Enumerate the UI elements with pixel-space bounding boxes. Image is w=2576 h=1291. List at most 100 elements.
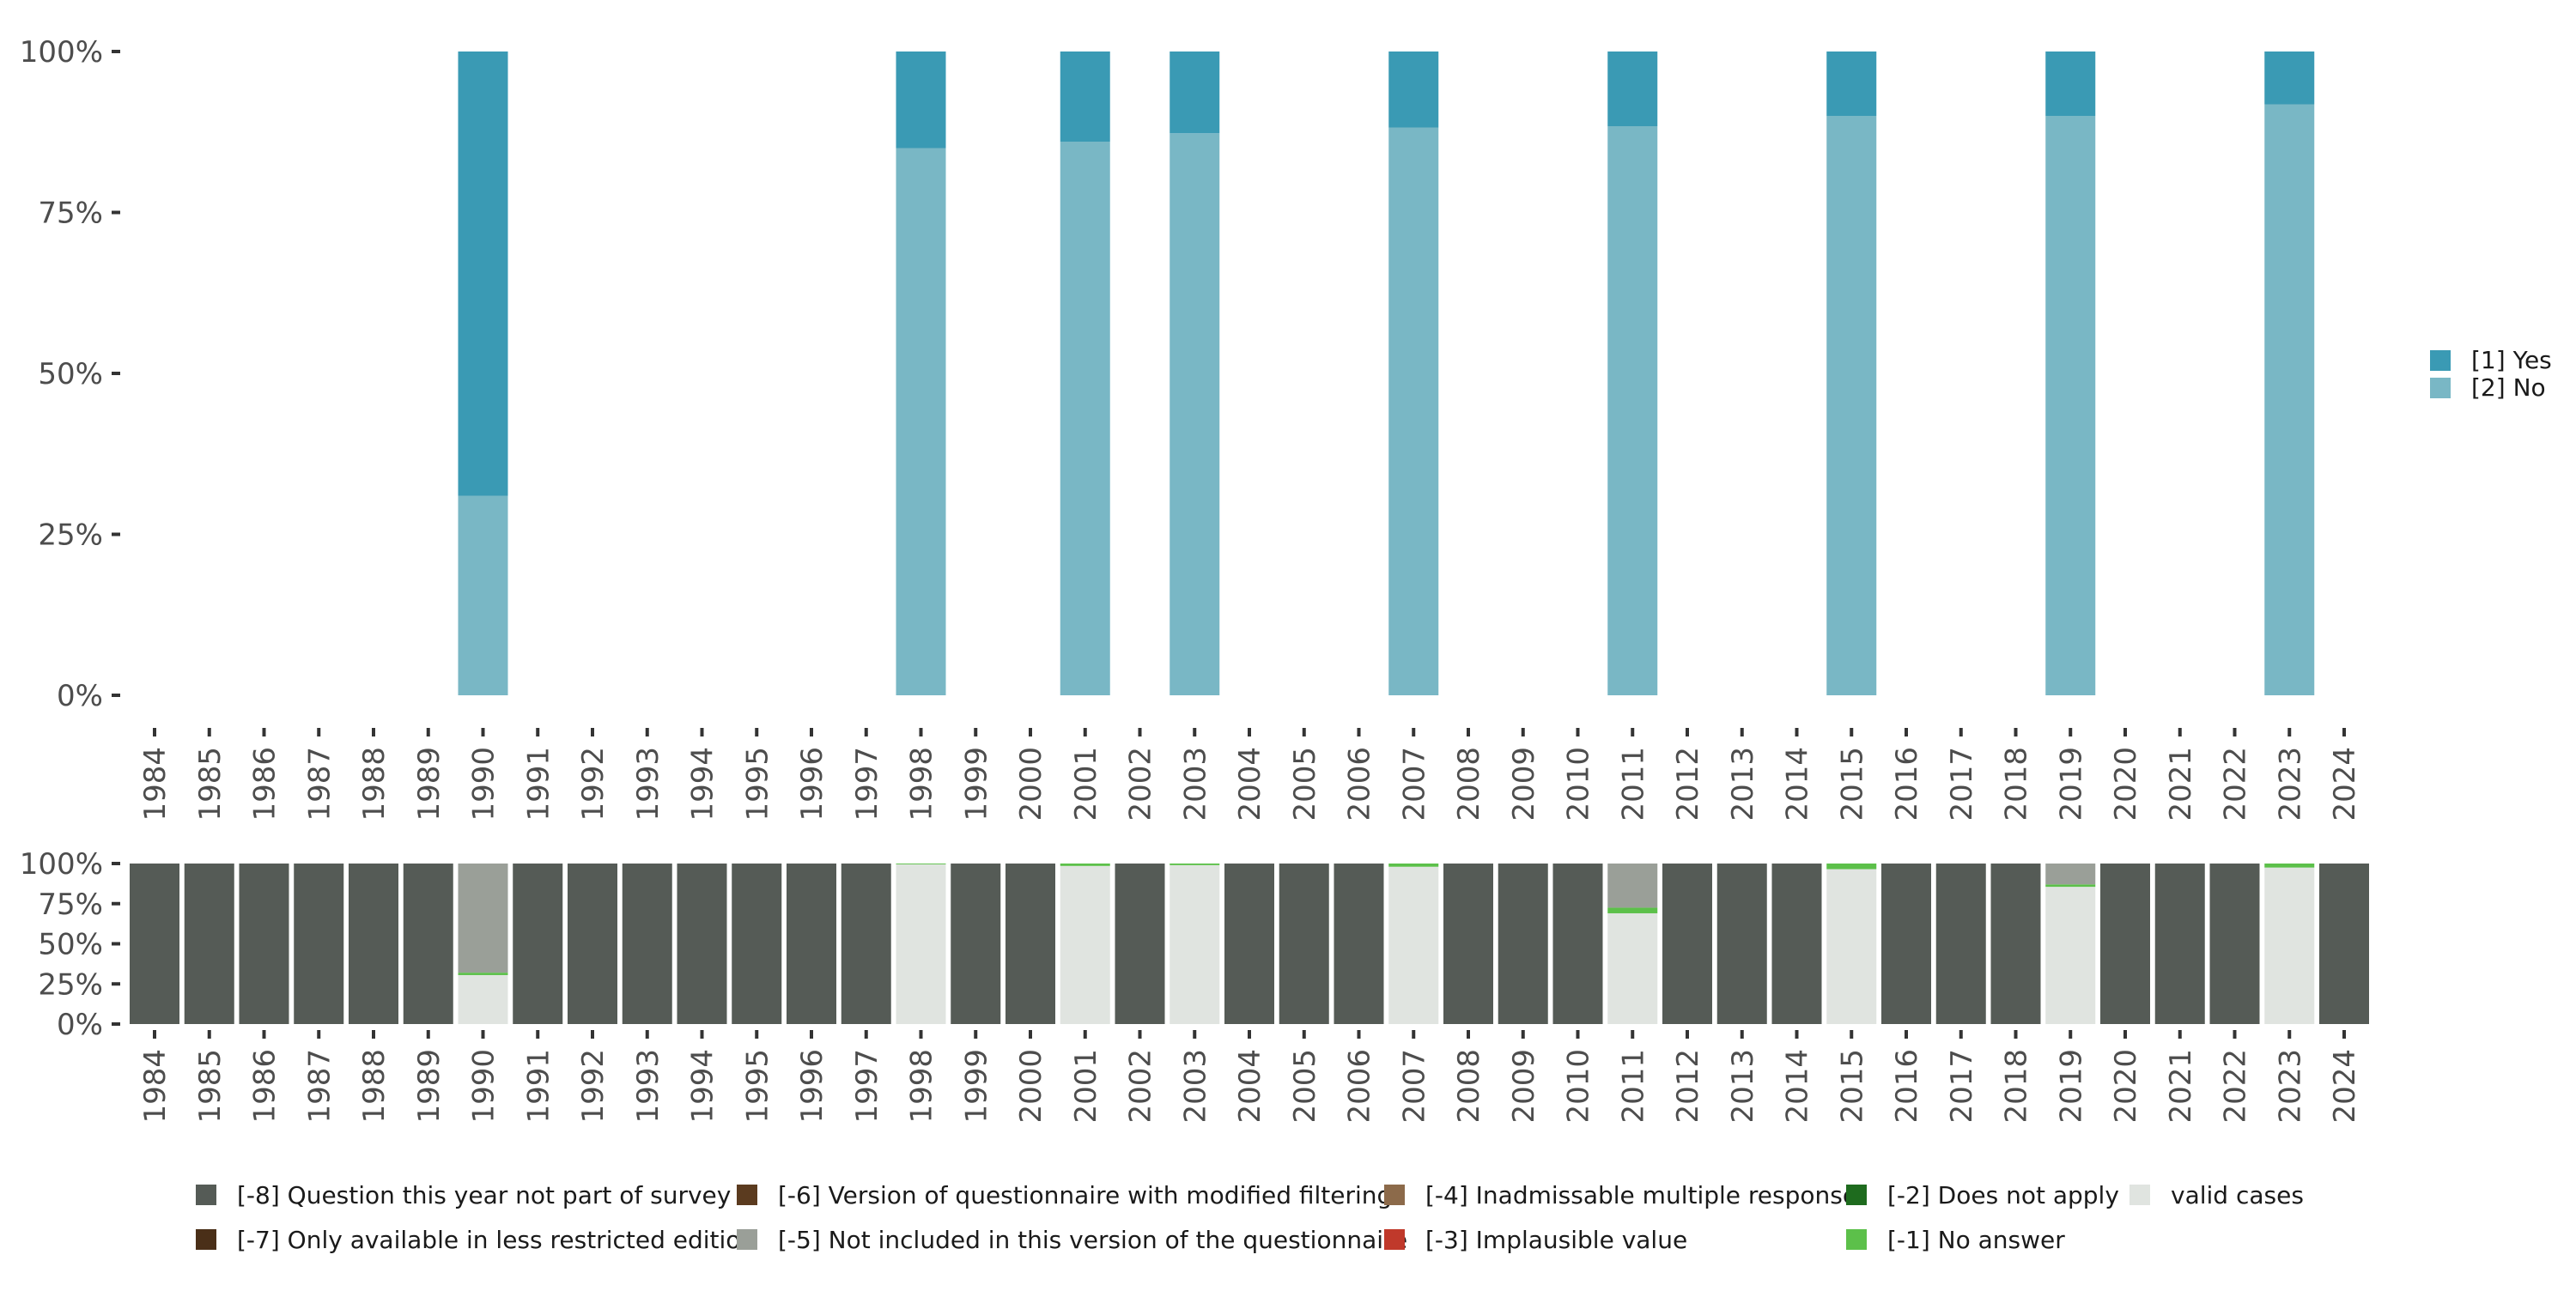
bar-no-1990 xyxy=(458,495,508,695)
legend-swatch-m8 xyxy=(196,1185,216,1205)
x-tick-label: 2009 xyxy=(1507,1049,1541,1124)
bar-m8-2009 xyxy=(1498,864,1548,1024)
bar-m1-2015 xyxy=(1826,864,1877,870)
x-tick-label: 2023 xyxy=(2273,1049,2307,1124)
x-tick-label: 1984 xyxy=(138,1049,173,1124)
legend-label-valid: valid cases xyxy=(2171,1181,2304,1209)
bar-valid-2003 xyxy=(1170,864,1220,1024)
x-tick-label: 1993 xyxy=(631,1049,665,1124)
bar-m5-2019 xyxy=(2045,864,2096,885)
y-tick-label: 100% xyxy=(20,847,103,882)
bar-yes-2023 xyxy=(2264,52,2315,105)
x-tick-label: 1999 xyxy=(959,747,993,821)
y-tick-label: 50% xyxy=(38,928,103,962)
bar-m8-1997 xyxy=(841,864,891,1024)
legend-swatch-m2 xyxy=(1846,1185,1867,1205)
bar-m8-2010 xyxy=(1552,864,1603,1024)
x-tick-label: 1990 xyxy=(467,747,501,821)
x-tick-label: 2011 xyxy=(1616,747,1650,821)
x-tick-label: 1993 xyxy=(631,747,665,821)
x-tick-label: 2007 xyxy=(1397,1049,1431,1124)
legend-swatch-m4 xyxy=(1384,1185,1405,1205)
x-tick-label: 1994 xyxy=(686,747,720,821)
x-tick-label: 2003 xyxy=(1178,747,1212,821)
x-tick-label: 2016 xyxy=(1890,1049,1924,1124)
bar-yes-2007 xyxy=(1388,52,1439,128)
legend-label-m3: [-3] Implausible value xyxy=(1425,1226,1687,1254)
legend-label-m4: [-4] Inadmissable multiple response xyxy=(1425,1181,1857,1209)
x-tick-label: 2013 xyxy=(1726,1049,1760,1124)
x-tick-label: 2021 xyxy=(2164,1049,2198,1124)
bar-yes-1998 xyxy=(896,52,946,148)
x-tick-label: 1991 xyxy=(521,1049,556,1124)
x-tick-label: 2021 xyxy=(2164,747,2198,821)
bar-valid-1998 xyxy=(896,864,946,1024)
x-tick-label: 2022 xyxy=(2219,747,2253,821)
bar-no-2007 xyxy=(1388,127,1439,695)
bar-m8-2000 xyxy=(1005,864,1055,1024)
bar-m8-1993 xyxy=(622,864,672,1024)
legend-label-m1: [-1] No answer xyxy=(1887,1226,2065,1254)
x-tick-label: 2010 xyxy=(1562,747,1596,821)
x-tick-label: 2004 xyxy=(1233,747,1267,821)
bar-no-1998 xyxy=(896,148,946,695)
bar-yes-2019 xyxy=(2045,52,2096,116)
x-tick-label: 2007 xyxy=(1397,747,1431,821)
legend-swatch-yes xyxy=(2430,350,2451,371)
bar-m1-2011 xyxy=(1607,907,1658,913)
x-tick-label: 1989 xyxy=(412,1049,447,1124)
y-tick-label: 100% xyxy=(20,35,103,70)
x-tick-label: 1995 xyxy=(740,1049,775,1124)
x-tick-label: 1999 xyxy=(959,1049,993,1124)
bar-yes-2001 xyxy=(1060,52,1110,142)
bar-no-2015 xyxy=(1826,116,1877,695)
bar-m8-1995 xyxy=(732,864,782,1024)
x-tick-label: 2012 xyxy=(1671,747,1705,821)
bar-m1-1990 xyxy=(458,973,508,975)
bar-valid-2001 xyxy=(1060,865,1110,1024)
x-tick-label: 2002 xyxy=(1124,1049,1158,1124)
bar-m8-2005 xyxy=(1279,864,1329,1024)
x-tick-label: 1996 xyxy=(795,747,829,821)
x-tick-label: 1985 xyxy=(193,1049,228,1124)
bar-m8-1984 xyxy=(130,864,179,1024)
x-tick-label: 1997 xyxy=(850,747,884,821)
x-tick-label: 2015 xyxy=(1835,1049,1869,1124)
bar-valid-2019 xyxy=(2045,887,2096,1024)
x-tick-label: 2022 xyxy=(2219,1049,2253,1124)
bar-m8-1985 xyxy=(184,864,234,1024)
bar-m1-2019 xyxy=(2045,884,2096,888)
bar-no-2023 xyxy=(2264,104,2315,695)
x-tick-label: 2012 xyxy=(1671,1049,1705,1124)
x-tick-label: 2000 xyxy=(1014,747,1048,821)
bar-m8-1994 xyxy=(677,864,727,1024)
x-tick-label: 2010 xyxy=(1562,1049,1596,1124)
legend-label-m8: [-8] Question this year not part of surv… xyxy=(237,1181,731,1209)
x-tick-label: 1989 xyxy=(412,747,447,821)
x-tick-label: 2016 xyxy=(1890,747,1924,821)
bar-no-2003 xyxy=(1170,133,1220,695)
x-tick-label: 2024 xyxy=(2328,1049,2362,1124)
x-tick-label: 1985 xyxy=(193,747,228,821)
bar-m8-1992 xyxy=(568,864,617,1024)
x-tick-label: 2020 xyxy=(2109,747,2143,821)
y-tick-label: 25% xyxy=(38,518,103,553)
bar-m8-2004 xyxy=(1224,864,1274,1024)
x-tick-label: 2013 xyxy=(1726,747,1760,821)
x-tick-label: 2019 xyxy=(2054,747,2088,821)
x-tick-label: 1990 xyxy=(467,1049,501,1124)
x-tick-label: 1992 xyxy=(576,747,611,821)
y-tick-label: 75% xyxy=(38,197,103,231)
y-tick-label: 0% xyxy=(57,679,103,713)
x-tick-label: 1992 xyxy=(576,1049,611,1124)
bar-m8-2018 xyxy=(1990,864,2041,1024)
x-tick-label: 2017 xyxy=(1945,1049,1979,1124)
bar-m8-1986 xyxy=(239,864,289,1024)
bar-m8-2024 xyxy=(2319,864,2369,1024)
legend-label-no: [2] No xyxy=(2471,373,2546,402)
bar-yes-1990 xyxy=(458,52,508,496)
bar-m8-2017 xyxy=(1935,864,1986,1024)
x-tick-label: 2001 xyxy=(1069,1049,1103,1124)
x-tick-label: 2008 xyxy=(1452,747,1486,821)
